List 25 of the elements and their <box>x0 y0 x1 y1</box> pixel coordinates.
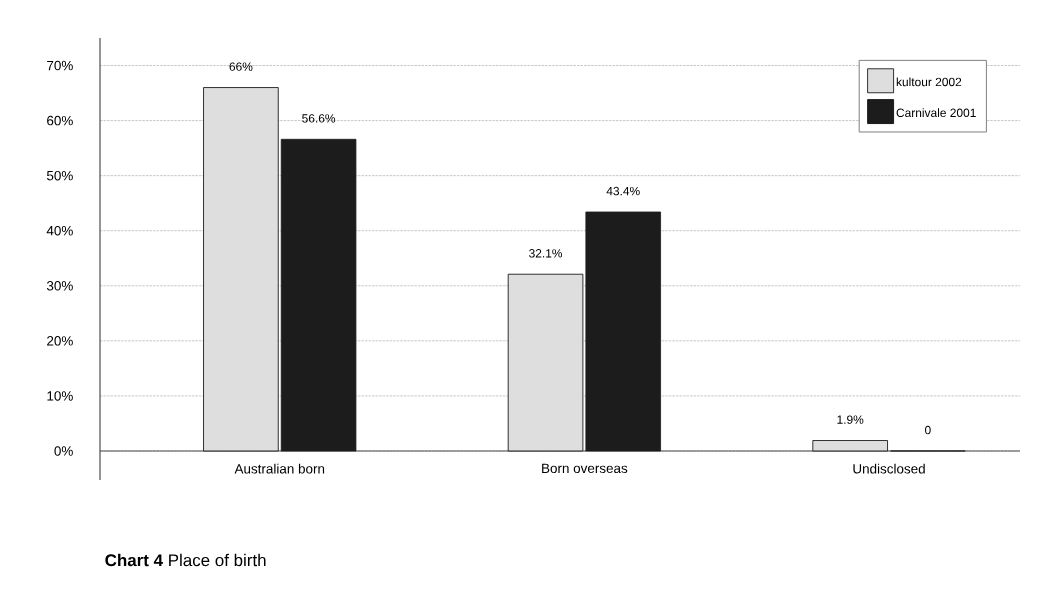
bar <box>280 138 357 452</box>
data-label: 32.1% <box>529 249 563 258</box>
y-tick-label: 20% <box>47 336 73 346</box>
bar <box>203 87 279 452</box>
data-label: 66% <box>229 62 253 71</box>
data-label: 56.6% <box>302 114 336 123</box>
bar <box>585 211 661 452</box>
data-label: 1.9% <box>837 415 864 424</box>
data-label: 0 <box>925 425 931 435</box>
data-label: 43.4% <box>606 186 640 196</box>
legend-label: kultour 2002 <box>896 77 962 87</box>
y-tick-label: 30% <box>46 281 73 291</box>
y-tick-label: 60% <box>47 115 73 126</box>
y-tick-label: 50% <box>46 170 73 181</box>
bar <box>507 273 584 452</box>
y-tick-label: 70% <box>47 60 73 71</box>
text: Chart 4 Place of birth <box>105 553 266 567</box>
x-tick-label: Born overseas <box>542 463 628 474</box>
bar <box>812 440 888 452</box>
x-tick-label: Undisclosed <box>853 463 925 474</box>
y-tick-label: 40% <box>46 225 73 236</box>
y-tick-label: 10% <box>47 391 73 401</box>
x-tick-label: Australian born <box>234 463 325 474</box>
y-tick-label: 0% <box>54 446 73 456</box>
legend-label: Carnivale 2001 <box>896 108 976 118</box>
